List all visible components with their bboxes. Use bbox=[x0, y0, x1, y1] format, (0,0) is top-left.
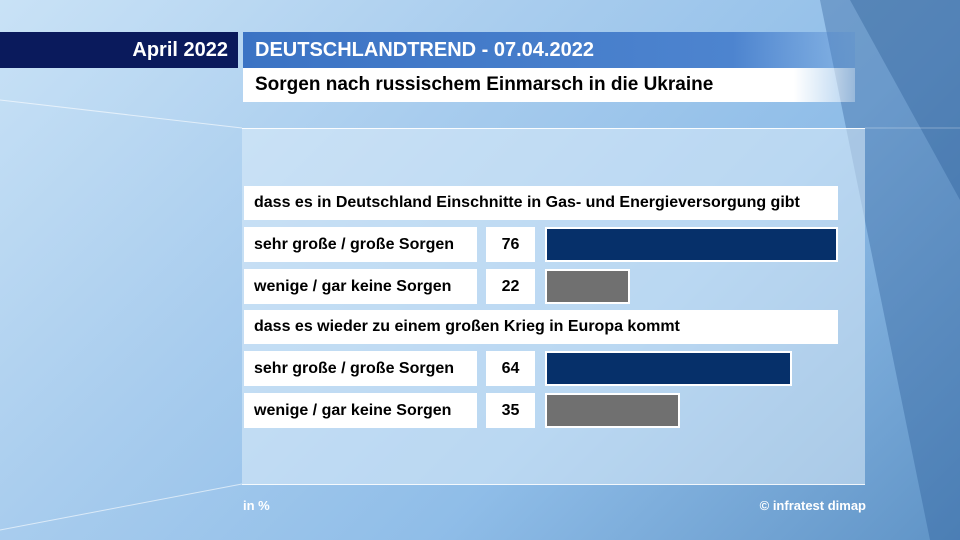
category-label: wenige / gar keine Sorgen bbox=[244, 393, 477, 428]
bar bbox=[545, 227, 838, 262]
unit-note: in % bbox=[243, 498, 270, 513]
question-label: dass es in Deutschland Einschnitte in Ga… bbox=[244, 186, 838, 220]
chart-panel bbox=[242, 128, 865, 484]
value-label: 22 bbox=[486, 269, 535, 304]
category-label: sehr große / große Sorgen bbox=[244, 227, 477, 262]
page-subtitle: Sorgen nach russischem Einmarsch in die … bbox=[243, 68, 855, 102]
date-label: April 2022 bbox=[0, 32, 238, 68]
value-label: 35 bbox=[486, 393, 535, 428]
bar bbox=[545, 269, 630, 304]
panel-top-divider bbox=[242, 128, 865, 129]
page-title: DEUTSCHLANDTREND - 07.04.2022 bbox=[243, 32, 855, 68]
value-label: 64 bbox=[486, 351, 535, 386]
bar bbox=[545, 393, 680, 428]
bar bbox=[545, 351, 792, 386]
value-label: 76 bbox=[486, 227, 535, 262]
category-label: wenige / gar keine Sorgen bbox=[244, 269, 477, 304]
category-label: sehr große / große Sorgen bbox=[244, 351, 477, 386]
question-label: dass es wieder zu einem großen Krieg in … bbox=[244, 310, 838, 344]
panel-bottom-divider bbox=[242, 484, 865, 485]
source-credit: © infratest dimap bbox=[759, 498, 866, 513]
